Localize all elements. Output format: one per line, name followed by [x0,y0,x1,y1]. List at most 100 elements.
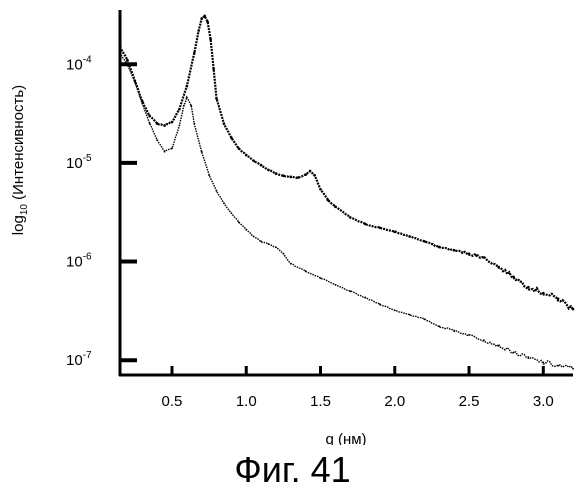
series-1-point [320,277,322,279]
series-0-point [178,108,181,111]
series-0-point [497,266,500,269]
series-1-point [156,139,158,141]
series-0-point [527,286,530,289]
y-tick-base: 10 [66,254,83,271]
y-axis-title-base: log [10,215,27,235]
series-0-point [334,205,337,208]
series-1-point [528,357,530,359]
x-tick-label: 1.0 [236,393,257,410]
series-layer [119,15,575,370]
series-0-point [282,175,285,178]
x-tick-label: 2.5 [459,393,480,410]
series-1-point [453,330,455,332]
series-1-point [149,123,151,125]
series-1 [119,52,574,370]
series-1-point [275,246,277,248]
y-tick-base: 10 [66,56,83,73]
series-1-point [498,345,500,347]
series-1-point [238,221,240,223]
series-0-point [230,136,233,139]
series-1-point [186,97,188,99]
y-axis-title: log10 (Интенсивность) [10,85,30,235]
series-0-point [171,121,174,124]
y-tick-label: 10-5 [66,153,92,172]
series-0-point [297,176,300,179]
series-0-point [468,252,471,255]
series-1-point [572,368,574,370]
series-1-point [201,151,203,153]
series-0-point [156,122,159,125]
series-0-point [238,147,241,150]
x-tick-label: 2.0 [384,393,405,410]
series-0-point [313,174,316,177]
y-tick-exp: -6 [83,252,92,263]
x-axis-title: q (нм) [325,431,366,445]
series-1-point [557,365,559,367]
saxs-chart: 0.51.01.52.02.53.010-410-510-610-7 q (нм… [0,0,585,445]
series-0-point [379,227,382,230]
series-0-point [209,38,212,41]
series-1-point [542,362,544,364]
series-0-point [309,170,312,173]
series-1-point [171,148,173,150]
series-1-point [335,284,337,286]
series-0-point [512,276,515,279]
series-0-point [572,308,575,311]
series-0-point [438,246,441,249]
series-1-point [409,314,411,316]
y-axis-title-sub: 10 [19,204,30,216]
series-0-point [304,173,307,176]
series-1-line [120,53,573,369]
series-0-point [327,199,330,202]
series-0-point [200,17,203,20]
figure-caption: Фиг. 41 [0,448,585,492]
series-0-point [423,240,426,243]
series-0-point [290,176,293,179]
series-0-point [349,216,352,219]
series-0-point [163,124,166,127]
series-1-point [190,105,192,107]
series-1-point [349,290,351,292]
series-1-point [468,334,470,336]
series-1-point [208,174,210,176]
series-0-point [542,292,545,295]
series-1-point [364,297,366,299]
series-0-point [252,160,255,163]
series-0-point [245,154,248,157]
y-tick-exp: -5 [83,153,92,164]
series-0-point [267,169,270,172]
series-1-point [290,263,292,265]
series-0-point [203,15,206,18]
series-0-point [212,68,215,71]
series-0-point [206,20,209,23]
series-1-point [164,151,166,153]
series-1-point [268,243,270,245]
series-1-point [394,310,396,312]
series-0-point [186,85,189,88]
series-1-point [245,229,247,231]
series-1-point [379,303,381,305]
series-0-point [197,29,200,32]
series-0-point [223,122,226,125]
series-0-point [394,231,397,234]
series-1-point [141,103,143,105]
series-1-point [283,253,285,255]
series-0-point [148,115,151,118]
series-1-point [223,202,225,204]
x-tick-label: 0.5 [162,393,183,410]
series-0 [119,15,575,311]
series-1-point [216,190,218,192]
x-tick-label: 3.0 [533,393,554,410]
y-tick-base: 10 [66,352,83,369]
series-0-point [364,223,367,226]
series-0-point [483,256,486,259]
series-1-point [183,105,185,107]
series-1-point [438,326,440,328]
series-1-point [305,270,307,272]
series-1-point [260,241,262,243]
series-1-point [253,236,255,238]
series-0-point [453,249,456,252]
series-0-point [260,164,263,167]
series-0-point [275,172,278,175]
series-1-point [193,123,195,125]
